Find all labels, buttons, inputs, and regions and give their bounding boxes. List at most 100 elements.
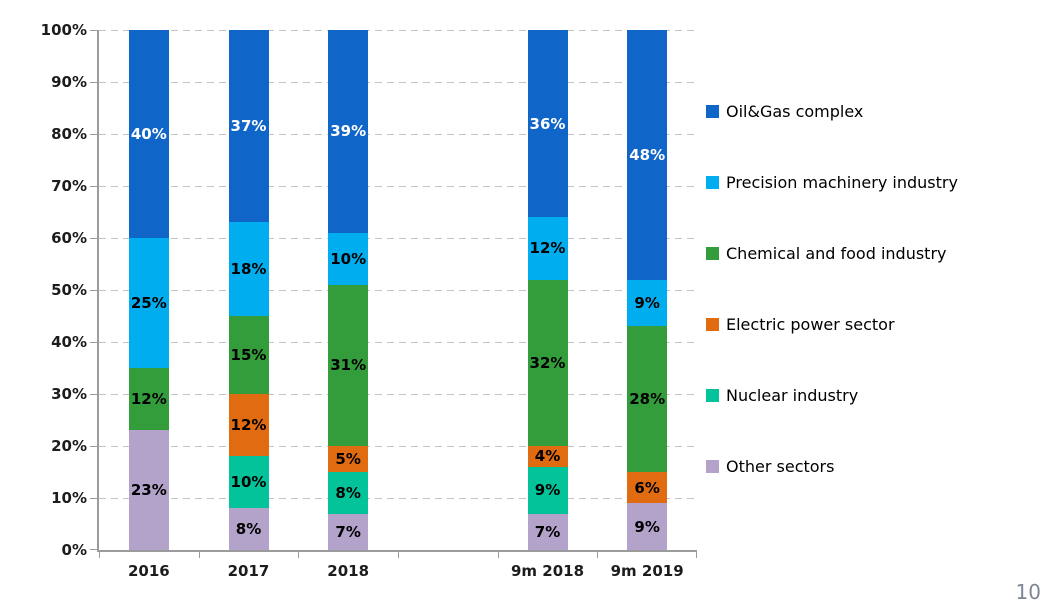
x-axis-tick xyxy=(298,550,300,558)
bar-segment: 39% xyxy=(328,30,369,233)
bar-segment: 9% xyxy=(627,279,668,327)
stacked-bar-9m 2019: 9% 6% 28% 9% 48% xyxy=(627,30,668,550)
stacked-bar-2018: 7% 8% 5% 31% 10% 39% xyxy=(328,30,369,550)
bar-segment-label: 37% xyxy=(230,117,267,136)
legend-item: Other sectors xyxy=(706,454,958,478)
stacked-bar-2017: 8% 10% 12% 15% 18% 37% xyxy=(228,30,269,550)
y-gridline xyxy=(99,30,697,31)
bar-segment-label: 40% xyxy=(130,125,167,143)
x-axis-category-label: 2017 xyxy=(227,562,270,580)
bar-segment: 7% xyxy=(527,513,568,550)
legend-label: Chemical and food industry xyxy=(726,243,947,263)
legend-swatch xyxy=(706,175,719,189)
bar-segment: 31% xyxy=(328,284,369,446)
bar-segment: 48% xyxy=(627,30,668,280)
x-axis-tick xyxy=(597,550,599,558)
plot-area: 0% 10% 20% 30% 40% 50% 60% 70% 80% 90% 100% 2016 23%… xyxy=(41,21,697,580)
y-axis-tick xyxy=(90,82,99,83)
y-axis-label: 10% xyxy=(51,489,87,507)
stacked-bar-2016: 23% 12% 25% 40% xyxy=(128,30,169,550)
y-axis-label: 40% xyxy=(51,333,87,351)
x-axis-category-label: 2016 xyxy=(127,562,170,580)
bar-segment: 36% xyxy=(527,30,568,218)
x-axis-tick xyxy=(497,550,499,558)
y-axis-tick xyxy=(90,498,99,499)
bar-segment: 37% xyxy=(228,30,269,223)
y-axis-tick xyxy=(90,238,99,239)
bar-segment-label: 28% xyxy=(629,390,666,409)
legend-swatch xyxy=(706,246,719,260)
legend-item: Precision machinery industry xyxy=(706,170,958,194)
bar-segment: 4% xyxy=(527,446,568,467)
legend-label: Electric power sector xyxy=(726,314,895,334)
bar-segment-label: 32% xyxy=(529,353,566,372)
legend-label: Nuclear industry xyxy=(726,385,859,405)
y-axis-label: 30% xyxy=(51,385,87,403)
legend-item: Oil&Gas complex xyxy=(706,99,958,123)
y-axis-label: 80% xyxy=(51,125,87,143)
legend-item: Chemical and food industry xyxy=(706,241,958,265)
x-axis-tick xyxy=(696,550,697,558)
y-axis-label: 60% xyxy=(51,229,87,247)
bar-segment: 9% xyxy=(627,503,668,550)
x-axis-category-label: 9m 2018 xyxy=(510,562,585,580)
bar-segment-label: 6% xyxy=(634,478,660,497)
bar-segment-label: 25% xyxy=(130,294,167,312)
bar-segment-label: 8% xyxy=(335,483,361,502)
bar-segment: 8% xyxy=(328,472,369,514)
bar-segment: 10% xyxy=(228,456,269,509)
bar-segment-label: 10% xyxy=(230,473,267,492)
bar-segment-label: 39% xyxy=(330,122,367,141)
bar-segment-label: 23% xyxy=(130,481,167,500)
y-gridline xyxy=(99,290,697,291)
bar-segment-label: 5% xyxy=(335,450,361,468)
y-axis-label: 50% xyxy=(51,281,87,299)
bar-segment-label: 12% xyxy=(529,239,566,258)
bar-segment: 7% xyxy=(328,513,369,550)
legend-item: Electric power sector xyxy=(706,312,958,336)
bar-segment-label: 12% xyxy=(130,390,167,409)
y-gridline xyxy=(99,238,697,239)
y-axis-tick xyxy=(90,290,99,291)
y-gridline xyxy=(99,134,697,135)
chart-legend: Oil&Gas complex Precision machinery indus… xyxy=(706,99,958,525)
bar-segment: 12% xyxy=(527,217,568,280)
bar-segment: 32% xyxy=(527,279,568,446)
bar-segment: 18% xyxy=(228,222,269,316)
bar-segment: 8% xyxy=(228,508,269,550)
bar-segment-label: 48% xyxy=(629,145,666,164)
y-axis-label: 100% xyxy=(40,21,87,39)
bar-segment: 40% xyxy=(128,30,169,238)
y-axis-label: 70% xyxy=(51,177,87,195)
legend-swatch xyxy=(706,317,719,331)
y-gridline xyxy=(99,82,697,83)
bar-segment-label: 9% xyxy=(634,294,660,312)
bar-segment-label: 36% xyxy=(529,114,566,133)
bar-segment-label: 7% xyxy=(335,522,361,541)
bar-segment-label: 10% xyxy=(330,249,367,268)
stacked-bar-9m 2018: 7% 9% 4% 32% 12% 36% xyxy=(527,30,568,550)
y-gridline xyxy=(99,342,697,343)
legend-item: Nuclear industry xyxy=(706,383,958,407)
legend-label: Other sectors xyxy=(726,456,835,476)
bar-segment: 5% xyxy=(328,446,369,472)
legend-label: Oil&Gas complex xyxy=(726,101,864,121)
bar-segment-label: 18% xyxy=(230,260,267,279)
bar-segment-label: 8% xyxy=(235,520,262,539)
y-axis-label: 0% xyxy=(61,541,87,559)
bar-segment: 25% xyxy=(128,238,169,368)
bar-segment-label: 9% xyxy=(634,517,660,536)
bar-segment: 9% xyxy=(527,466,568,514)
bar-segment: 15% xyxy=(228,316,269,394)
y-gridline xyxy=(99,498,697,499)
x-axis-tick xyxy=(398,550,399,558)
bar-segment-label: 15% xyxy=(230,346,267,364)
bar-segment: 23% xyxy=(128,430,169,550)
page-number: 10 xyxy=(1015,580,1041,604)
x-axis-tick xyxy=(198,550,200,558)
y-axis-label: 20% xyxy=(51,437,87,455)
y-gridline xyxy=(99,394,697,395)
bar-segment: 6% xyxy=(627,472,668,504)
bar-segment-label: 12% xyxy=(230,416,267,435)
